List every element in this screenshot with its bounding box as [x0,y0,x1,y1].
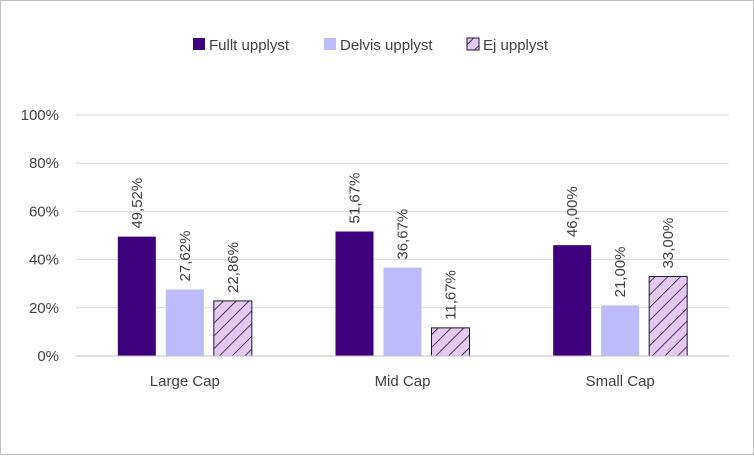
bar [213,300,253,357]
x-tick-label: Mid Cap [375,373,431,390]
data-label: 36,67% [395,209,412,260]
bar [335,231,374,356]
legend-label: Delvis upplyst [340,37,433,54]
legend-label: Fullt upplyst [209,37,290,54]
y-tick-label: 20% [29,300,59,317]
data-label: 33,00% [660,218,677,269]
bar [648,275,688,357]
data-label: 27,62% [177,231,194,282]
bar [601,305,640,356]
bars [117,231,688,357]
y-tick-label: 100% [21,107,59,124]
y-tick-label: 40% [29,252,59,269]
x-tick-label: Small Cap [586,373,655,390]
data-label: 46,00% [564,186,581,237]
chart-legend: Fullt upplyst Delvis upplyst Ej upplyst [193,37,549,54]
data-label: 49,52% [129,178,146,229]
x-tick-label: Large Cap [150,373,220,390]
legend-swatch [466,37,480,51]
legend-swatch [193,38,205,50]
data-label: 22,86% [225,242,242,293]
bar [553,245,592,356]
data-label: 11,67% [443,270,460,320]
y-axis: 0% 20% 40% 60% 80% 100% [21,107,59,365]
y-tick-label: 0% [37,348,59,365]
bar [383,267,422,356]
bar [165,289,204,356]
y-tick-label: 80% [29,155,59,172]
data-label: 51,67% [347,173,364,224]
legend-label: Ej upplyst [483,37,549,54]
x-axis: Large Cap Mid Cap Small Cap [76,355,729,390]
legend-swatch [324,38,336,50]
y-tick-label: 60% [29,203,59,220]
bar [117,236,156,356]
data-labels: 49,52% 27,62% 22,86% 51,67% 36,67% 11,67% 46,0… [129,173,677,320]
bar [431,327,470,357]
data-label: 21,00% [612,247,629,298]
